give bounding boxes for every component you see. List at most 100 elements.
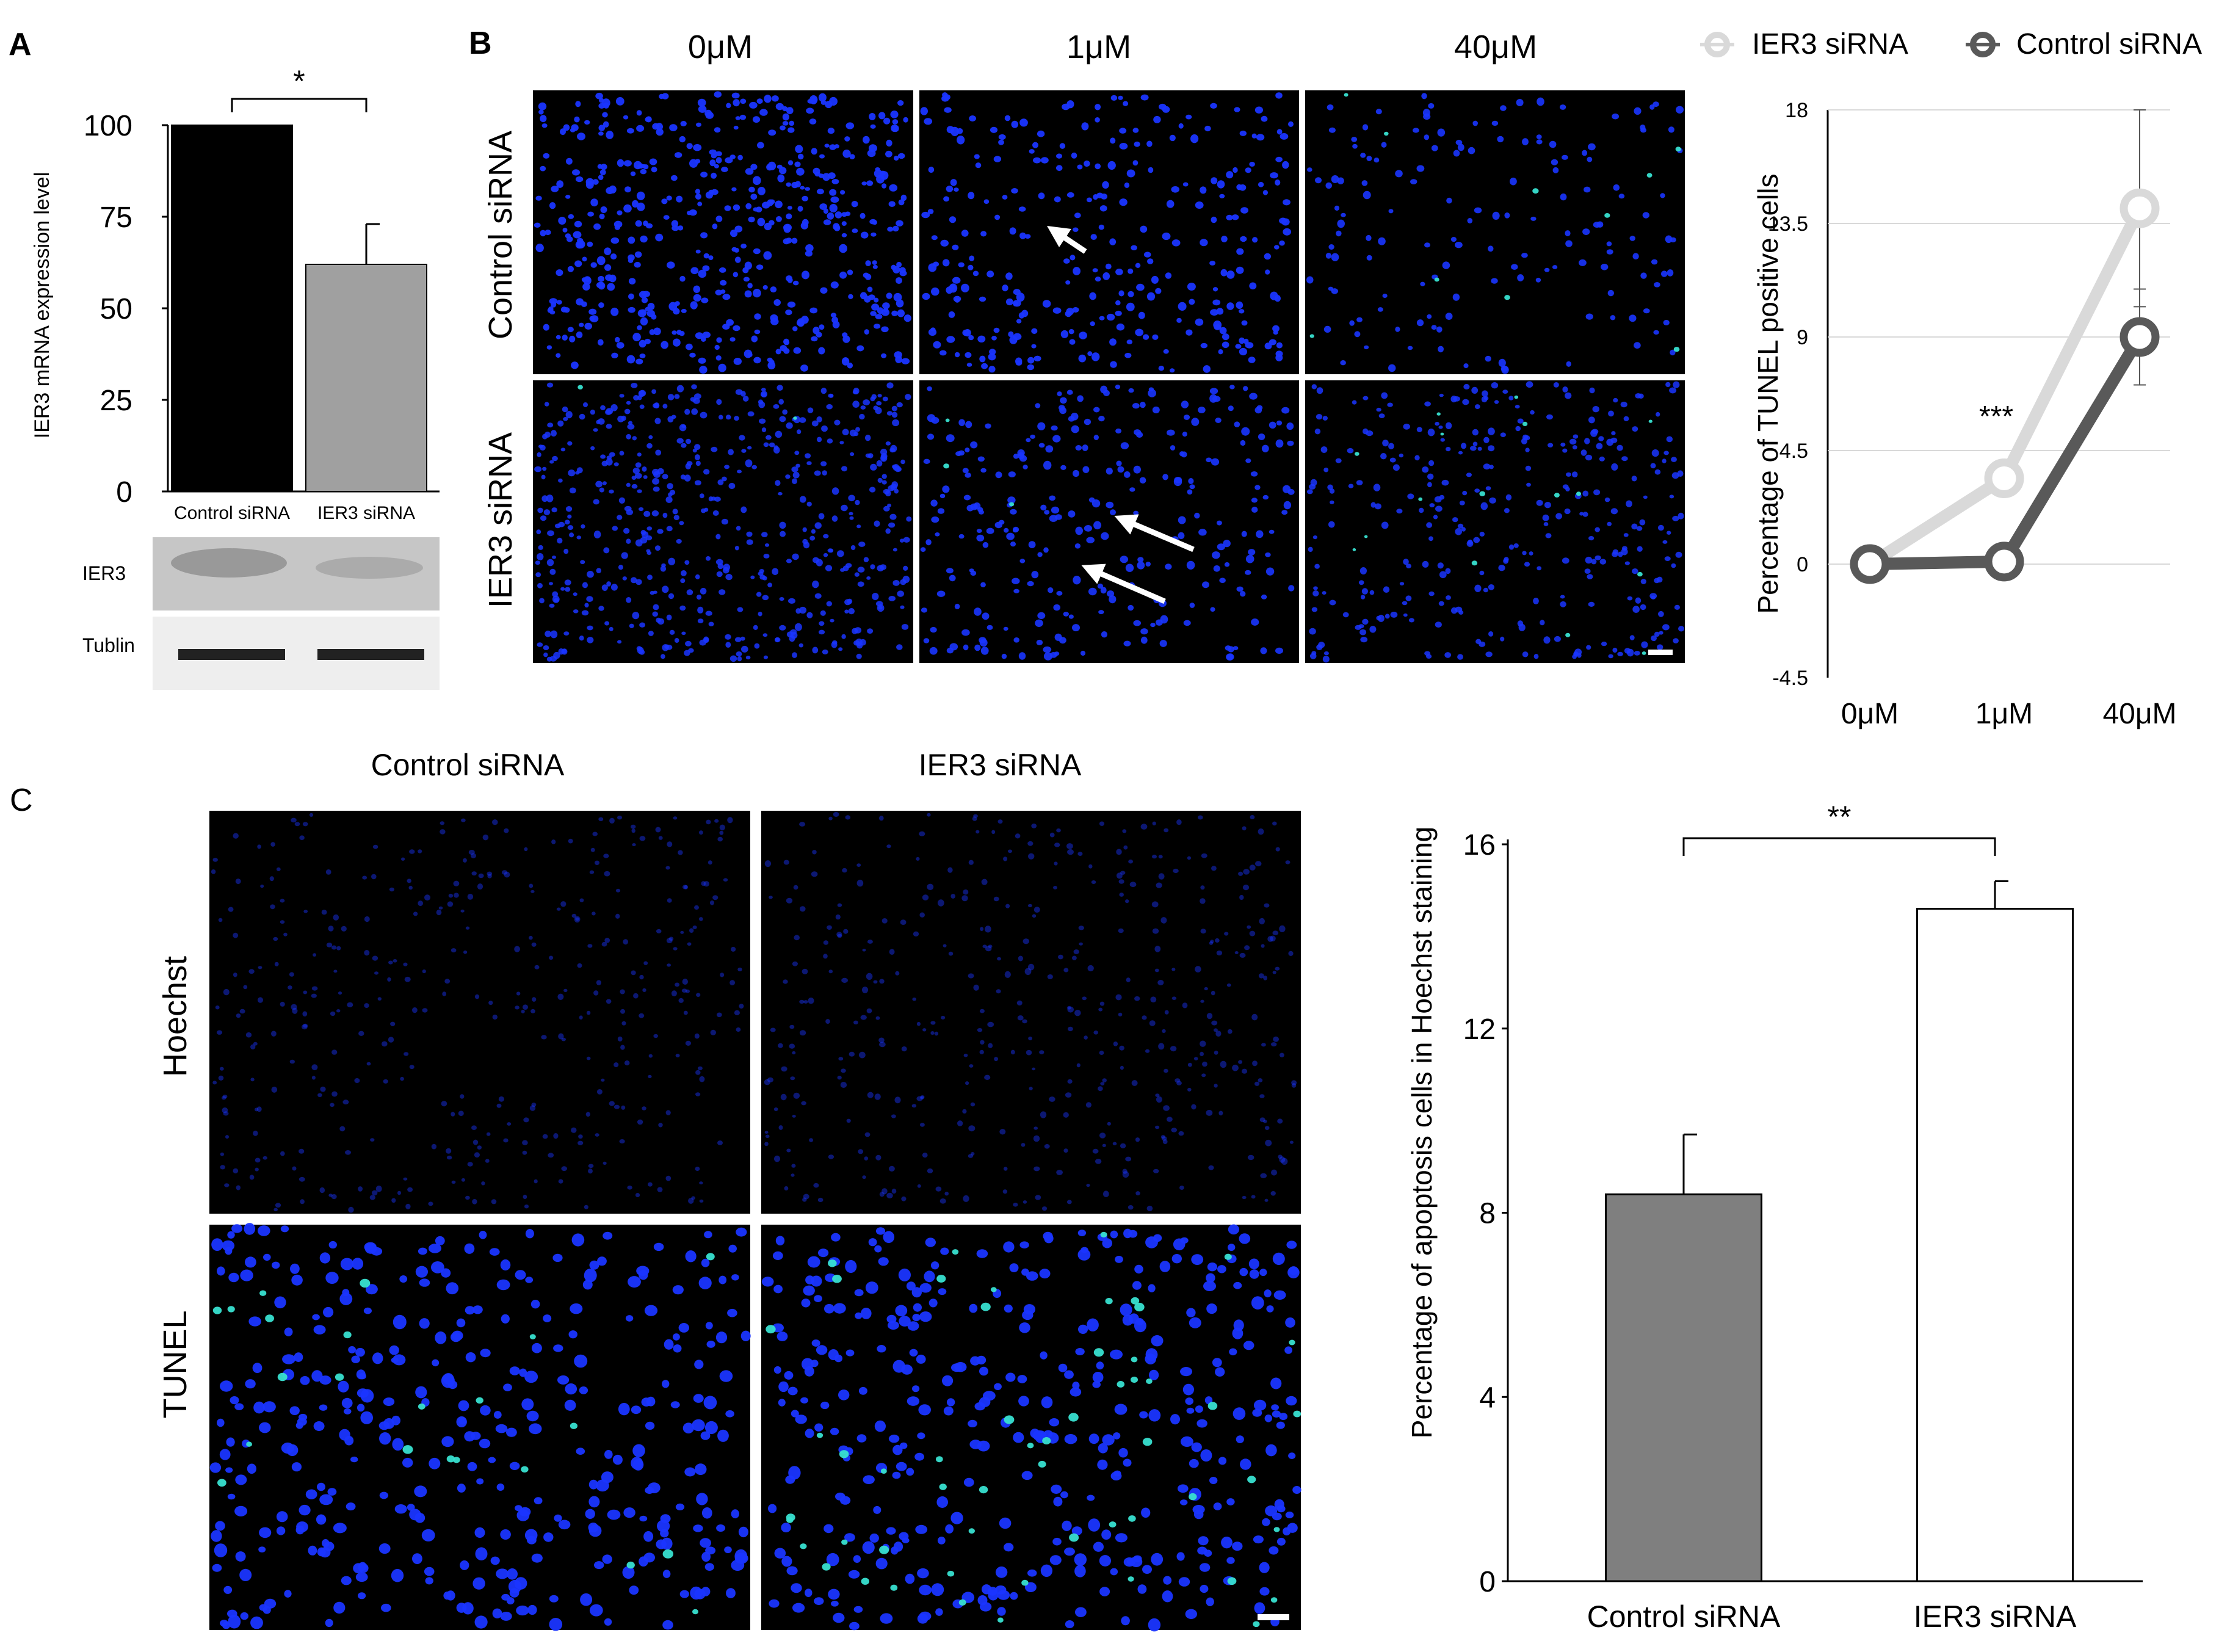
nucleus [216,1030,223,1035]
nucleus [1203,1281,1216,1292]
nucleus [922,1028,927,1032]
nucleus [319,1547,331,1558]
nucleus [844,136,850,142]
nucleus [802,219,809,226]
nucleus [1077,1230,1087,1236]
nucleus [653,486,660,492]
nucleus [600,405,606,411]
nucleus [1157,980,1164,985]
nucleus [753,176,761,186]
nucleus [927,1168,933,1173]
nucleus [1399,582,1405,585]
nucleus [549,1618,563,1631]
nucleus [729,154,736,159]
tunel-nucleus [841,1539,848,1545]
nucleus [412,1553,422,1565]
nucleus [662,512,668,518]
tunel-nucleus [1189,1493,1197,1501]
nucleus [288,985,292,990]
nucleus [1381,142,1387,148]
nucleus [871,303,880,311]
nucleus [589,1260,599,1270]
nucleus [986,527,994,534]
nucleus [1037,612,1046,620]
nucleus [700,232,708,239]
nucleus [764,95,772,103]
nucleus [215,1521,225,1531]
nucleus [631,970,636,976]
nucleus [531,942,537,947]
nucleus [1269,529,1275,534]
nucleus [1123,1458,1132,1467]
nucleus [968,1419,977,1427]
nucleus [1381,392,1388,399]
nucleus [912,1314,921,1322]
nucleus [867,628,874,634]
tunel-nucleus [1436,412,1441,416]
nucleus [1026,1271,1038,1281]
nucleus [633,395,639,400]
nucleus [1536,499,1543,506]
panel-c-ytick: 12 [1463,1013,1496,1046]
nucleus [630,171,636,176]
nucleus [1133,465,1142,474]
nucleus [1654,631,1660,637]
nucleus [795,145,803,153]
nucleus [1261,1043,1266,1047]
nucleus [309,813,314,817]
nucleus [648,1182,653,1187]
nucleus [1103,389,1110,397]
nucleus [1013,589,1019,593]
nucleus [634,473,642,479]
nucleus [679,1590,689,1598]
micrograph-control-40um [1305,90,1685,374]
nucleus [764,543,770,547]
nucleus [906,516,912,522]
nucleus [328,1241,337,1249]
nucleus [1009,336,1018,344]
nucleus [640,317,648,326]
nucleus [257,844,261,849]
nucleus [1082,996,1087,1001]
nucleus [814,593,822,599]
nucleus [1549,140,1557,148]
nucleus [1261,944,1265,948]
tunel-nucleus [577,385,583,389]
nucleus [383,1418,395,1429]
nucleus [1034,1166,1040,1172]
panel-b-line-chart: Percentage of TUNEL positive cells 1813.… [1752,99,2177,730]
nucleus [764,860,772,868]
nucleus [1140,824,1148,830]
nucleus [1178,1131,1184,1136]
nucleus [598,281,606,290]
nucleus [1047,974,1053,979]
nucleus [1204,125,1211,132]
nucleus [846,1118,851,1123]
nucleus [228,1272,239,1283]
tunel-nucleus [1207,1402,1218,1410]
nucleus [331,1194,337,1200]
nucleus [474,1152,480,1158]
nucleus [714,127,721,133]
nucleus [534,965,540,969]
nucleus [849,1051,855,1057]
nucleus [809,535,816,541]
nucleus [818,1248,829,1258]
nucleus [300,1376,310,1385]
nucleus [212,858,219,862]
nucleus [1458,451,1463,455]
nucleus [654,418,661,424]
nucleus [604,621,610,626]
nucleus [695,189,700,194]
nucleus [1407,493,1414,499]
nucleus [896,261,902,267]
panel-c-ylabel: Percentage of apoptosis cells in Hoechst… [1406,827,1438,1438]
nucleus [948,951,954,956]
nucleus [862,1175,866,1179]
nucleus [907,1396,920,1406]
nucleus [1629,236,1635,241]
nucleus [1405,595,1412,601]
nucleus [1222,341,1229,349]
nucleus [706,1341,715,1348]
nucleus [1149,1020,1156,1026]
